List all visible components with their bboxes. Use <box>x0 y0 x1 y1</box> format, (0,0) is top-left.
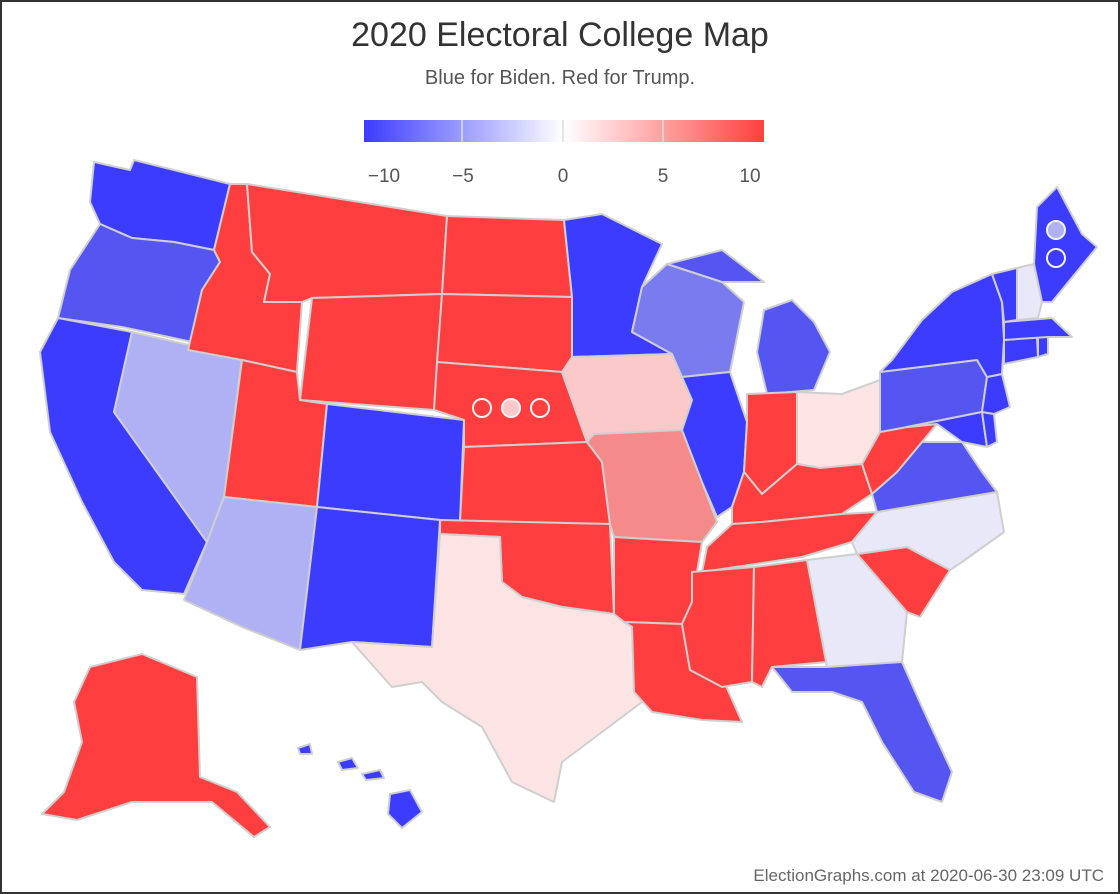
legend-tick: −10 <box>368 166 400 187</box>
state-colorado[interactable] <box>316 403 465 523</box>
ne-cd2-marker[interactable] <box>501 398 521 418</box>
state-michigan[interactable] <box>666 249 831 395</box>
state-illinois[interactable] <box>681 371 748 518</box>
state-alaska[interactable] <box>41 653 271 838</box>
state-maine[interactable] <box>1033 186 1098 303</box>
state-maryland[interactable] <box>906 411 988 448</box>
state-missouri[interactable] <box>586 429 718 543</box>
state-texas[interactable] <box>351 533 643 803</box>
state-new-hampshire[interactable] <box>1016 263 1043 321</box>
me-cd2-marker[interactable] <box>1046 248 1066 268</box>
ne-cd3-marker[interactable] <box>530 398 550 418</box>
state-iowa[interactable] <box>561 353 693 443</box>
map-subtitle: Blue for Biden. Red for Trump. <box>424 67 696 89</box>
states-layer <box>39 159 1098 838</box>
district-markers <box>472 220 1066 418</box>
state-new-york[interactable] <box>879 273 1005 378</box>
legend-tick: 0 <box>558 166 569 187</box>
state-connecticut[interactable] <box>1003 336 1039 365</box>
state-north-dakota[interactable] <box>441 215 573 298</box>
state-rhode-island[interactable] <box>1037 336 1049 358</box>
legend-tick: 10 <box>739 166 760 187</box>
state-new-mexico[interactable] <box>299 506 441 651</box>
legend-tick: 5 <box>658 166 669 187</box>
state-kansas[interactable] <box>459 441 611 525</box>
state-montana[interactable] <box>246 183 448 303</box>
state-massachusetts[interactable] <box>1003 317 1073 341</box>
color-legend: −10 −5 0 5 10 <box>364 120 764 187</box>
state-south-dakota[interactable] <box>436 293 573 373</box>
state-georgia[interactable] <box>806 553 908 668</box>
legend-tick: −5 <box>452 166 474 187</box>
map-title: 2020 Electoral College Map <box>351 16 769 54</box>
source-footer: ElectionGraphs.com at 2020-06-30 23:09 U… <box>753 866 1104 885</box>
state-vermont[interactable] <box>991 267 1018 323</box>
state-mississippi[interactable] <box>681 566 755 688</box>
state-florida[interactable] <box>771 661 953 803</box>
legend-bar <box>364 120 764 142</box>
state-wyoming[interactable] <box>299 293 443 411</box>
state-new-jersey[interactable] <box>981 373 1011 415</box>
state-hawaii[interactable] <box>297 743 423 829</box>
me-cd1-marker[interactable] <box>1046 220 1066 240</box>
ne-cd1-marker[interactable] <box>472 398 492 418</box>
